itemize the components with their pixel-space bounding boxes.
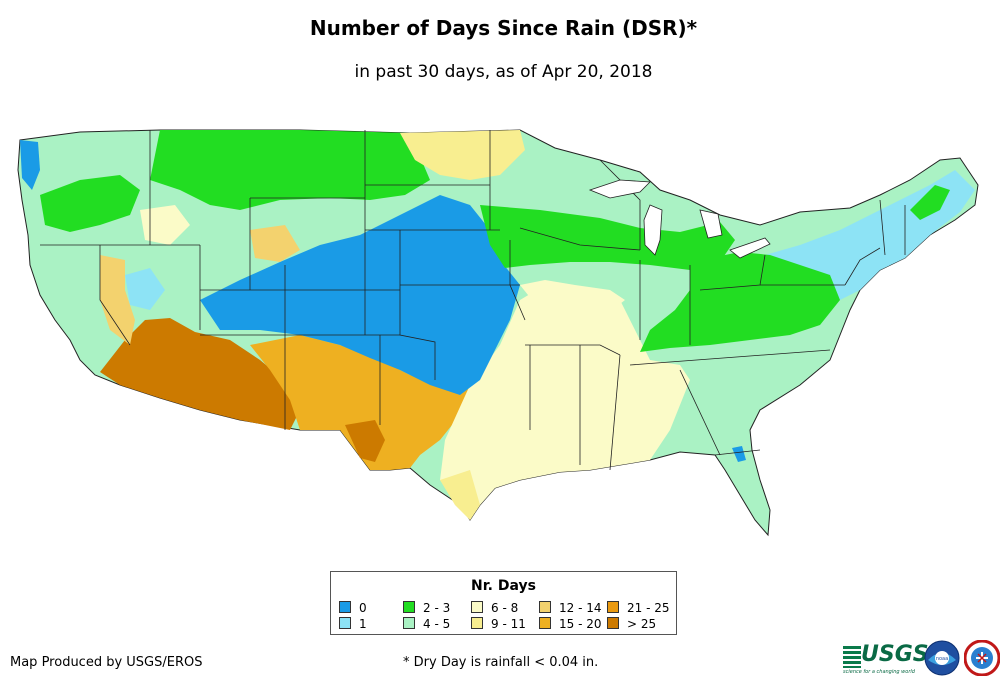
legend-swatch xyxy=(607,601,619,613)
zone-0-florida xyxy=(732,446,746,462)
lake-huron xyxy=(699,209,723,239)
dry-day-note: * Dry Day is rainfall < 0.04 in. xyxy=(403,655,599,670)
legend-swatch xyxy=(403,601,415,613)
usgs-mark-icon xyxy=(843,646,861,668)
zone-9-11-dakotas xyxy=(400,130,525,180)
legend-label: 12 - 14 xyxy=(559,601,602,615)
zone-2-3-north xyxy=(150,130,430,210)
zone-12-14-wyoming xyxy=(250,225,300,262)
legend-swatch xyxy=(607,617,619,629)
legend-label: 2 - 3 xyxy=(423,601,451,615)
legend-swatch xyxy=(471,601,483,613)
zone-2-3-midwest xyxy=(480,205,735,270)
legend-swatch xyxy=(471,617,483,629)
legend-label: 9 - 11 xyxy=(491,617,526,631)
legend: Nr. Days 0 1 2 - 3 4 - 5 6 - 8 9 - 11 12… xyxy=(330,571,677,635)
zone-6-8-south xyxy=(440,285,690,520)
zone-6-8-nw xyxy=(140,205,190,245)
legend-item-5: 9 - 11 xyxy=(471,617,526,631)
state-borders xyxy=(40,130,906,471)
legend-item-2: 2 - 3 xyxy=(403,601,450,615)
legend-label: 4 - 5 xyxy=(423,617,451,631)
usgs-logo: USGS science for a changing world xyxy=(843,642,929,676)
legend-label: 15 - 20 xyxy=(559,617,602,631)
legend-item-1: 1 xyxy=(339,617,367,631)
zone-2-3-maine xyxy=(910,185,950,220)
zone-6-8-missouri xyxy=(520,280,625,320)
legend-swatch xyxy=(339,617,351,629)
legend-label: 21 - 25 xyxy=(627,601,670,615)
legend-label: 6 - 8 xyxy=(491,601,519,615)
legend-label: > 25 xyxy=(627,617,657,631)
usgs-wordmark: USGS xyxy=(861,642,929,667)
legend-item-3: 4 - 5 xyxy=(403,617,450,631)
legend-item-4: 6 - 8 xyxy=(471,601,518,615)
legend-item-6: 12 - 14 xyxy=(539,601,602,615)
noaa-text: noaa xyxy=(936,656,948,662)
zone-9-11-coast xyxy=(440,470,480,520)
legend-swatch xyxy=(403,617,415,629)
zone-0-washington xyxy=(20,140,40,190)
legend-label: 0 xyxy=(359,601,367,615)
map-subtitle: in past 30 days, as of Apr 20, 2018 xyxy=(354,62,653,82)
zone-2-3-nw xyxy=(40,175,140,232)
zone-15-20-texas xyxy=(250,335,480,470)
lake-erie xyxy=(729,237,771,259)
producer-credit: Map Produced by USGS/EROS xyxy=(10,655,203,670)
legend-swatch xyxy=(339,601,351,613)
zone-over-25-texas xyxy=(345,420,385,462)
lake-superior xyxy=(588,179,651,199)
zone-over-25 xyxy=(100,318,300,430)
legend-item-0: 0 xyxy=(339,601,367,615)
legend-item-9: > 25 xyxy=(607,617,656,631)
legend-item-8: 21 - 25 xyxy=(607,601,670,615)
usgs-tagline: science for a changing world xyxy=(843,669,915,675)
nws-logo-icon xyxy=(964,640,1000,676)
zone-0-plains xyxy=(200,195,520,395)
legend-label: 1 xyxy=(359,617,367,631)
legend-swatch xyxy=(539,617,551,629)
lake-michigan xyxy=(643,204,663,256)
legend-title: Nr. Days xyxy=(471,578,536,594)
noaa-logo-icon: noaa xyxy=(924,640,960,676)
legend-item-7: 15 - 20 xyxy=(539,617,602,631)
map-title: Number of Days Since Rain (DSR)* xyxy=(309,16,698,40)
legend-swatch xyxy=(539,601,551,613)
zone-1-west xyxy=(125,268,165,310)
zone-12-14-nevada xyxy=(100,255,135,345)
